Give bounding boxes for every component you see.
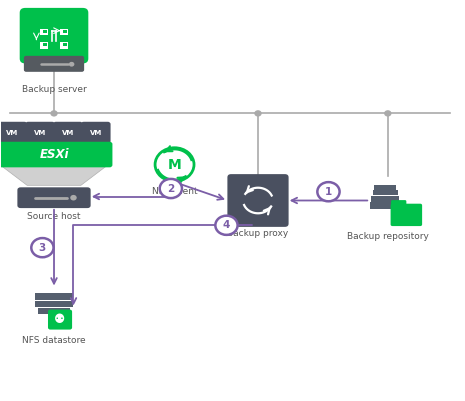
FancyBboxPatch shape xyxy=(374,185,396,190)
FancyBboxPatch shape xyxy=(43,43,47,46)
FancyBboxPatch shape xyxy=(35,293,73,300)
FancyBboxPatch shape xyxy=(370,203,400,209)
FancyBboxPatch shape xyxy=(0,142,113,167)
FancyBboxPatch shape xyxy=(40,29,47,35)
FancyBboxPatch shape xyxy=(81,122,111,143)
Text: 2: 2 xyxy=(167,184,174,194)
FancyBboxPatch shape xyxy=(24,56,84,72)
FancyBboxPatch shape xyxy=(17,187,91,208)
Circle shape xyxy=(215,216,238,235)
FancyBboxPatch shape xyxy=(0,122,27,143)
FancyBboxPatch shape xyxy=(60,42,67,49)
FancyBboxPatch shape xyxy=(40,42,47,49)
FancyBboxPatch shape xyxy=(227,174,289,227)
Circle shape xyxy=(31,238,53,257)
Text: VM: VM xyxy=(6,130,19,136)
FancyBboxPatch shape xyxy=(48,310,72,330)
Text: NFS datastore: NFS datastore xyxy=(22,336,86,345)
Circle shape xyxy=(159,179,182,198)
FancyBboxPatch shape xyxy=(372,190,398,195)
Text: 3: 3 xyxy=(39,243,46,253)
Text: Backup repository: Backup repository xyxy=(347,233,429,241)
Text: NFS client: NFS client xyxy=(152,186,197,196)
Text: 4: 4 xyxy=(223,220,230,230)
Circle shape xyxy=(69,62,74,67)
Text: VM: VM xyxy=(62,130,74,136)
Circle shape xyxy=(384,110,392,117)
Circle shape xyxy=(70,195,77,200)
FancyBboxPatch shape xyxy=(391,200,406,208)
Text: VM: VM xyxy=(34,130,46,136)
FancyBboxPatch shape xyxy=(25,122,55,143)
FancyBboxPatch shape xyxy=(63,30,66,33)
Text: VM: VM xyxy=(90,130,102,136)
Text: ESXi: ESXi xyxy=(39,148,69,161)
FancyBboxPatch shape xyxy=(43,30,47,33)
FancyBboxPatch shape xyxy=(60,29,67,35)
Circle shape xyxy=(155,148,194,181)
Text: M: M xyxy=(168,158,181,172)
FancyBboxPatch shape xyxy=(63,43,66,46)
FancyBboxPatch shape xyxy=(39,308,70,314)
Circle shape xyxy=(254,110,262,117)
FancyBboxPatch shape xyxy=(20,8,88,63)
Text: Source host: Source host xyxy=(27,212,81,221)
Text: Backup server: Backup server xyxy=(22,85,86,93)
FancyBboxPatch shape xyxy=(391,204,422,226)
Text: Backup proxy: Backup proxy xyxy=(227,229,289,238)
FancyBboxPatch shape xyxy=(371,196,399,202)
Circle shape xyxy=(50,110,58,117)
FancyBboxPatch shape xyxy=(53,122,83,143)
Text: ⚉: ⚉ xyxy=(54,313,66,326)
Circle shape xyxy=(317,182,339,201)
Text: 1: 1 xyxy=(325,187,332,197)
Polygon shape xyxy=(0,165,107,185)
FancyBboxPatch shape xyxy=(35,301,73,307)
